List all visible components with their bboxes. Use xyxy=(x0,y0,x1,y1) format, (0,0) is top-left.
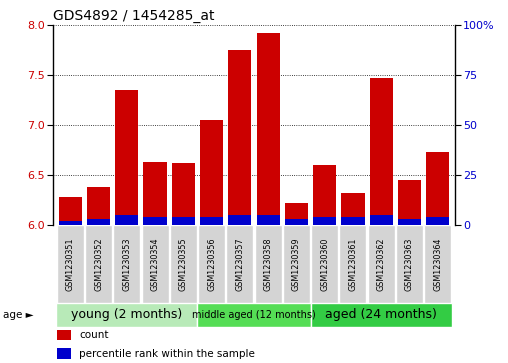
Text: GSM1230353: GSM1230353 xyxy=(122,237,132,291)
Bar xyxy=(285,219,308,225)
Bar xyxy=(85,225,112,303)
Bar xyxy=(200,217,223,225)
Bar xyxy=(113,225,140,303)
Bar xyxy=(115,215,138,225)
Bar xyxy=(341,217,365,225)
Bar xyxy=(368,225,395,303)
Text: GSM1230364: GSM1230364 xyxy=(433,237,442,291)
Text: GDS4892 / 1454285_at: GDS4892 / 1454285_at xyxy=(53,9,215,23)
Bar xyxy=(200,120,223,225)
Text: GSM1230351: GSM1230351 xyxy=(66,237,75,291)
Bar xyxy=(226,225,253,303)
Bar xyxy=(311,225,338,303)
Bar xyxy=(115,90,138,225)
Bar xyxy=(57,225,84,303)
Bar xyxy=(143,162,167,225)
Bar xyxy=(283,225,310,303)
Bar xyxy=(172,217,195,225)
Bar xyxy=(172,163,195,225)
Bar xyxy=(57,330,72,340)
Bar xyxy=(285,203,308,225)
Text: age ►: age ► xyxy=(3,310,33,320)
Bar xyxy=(426,217,449,225)
Bar xyxy=(198,303,310,327)
Bar xyxy=(257,33,280,225)
Text: middle aged (12 months): middle aged (12 months) xyxy=(192,310,316,320)
Text: GSM1230355: GSM1230355 xyxy=(179,237,188,291)
Text: GSM1230363: GSM1230363 xyxy=(405,237,414,291)
Bar xyxy=(424,225,451,303)
Text: GSM1230357: GSM1230357 xyxy=(235,237,244,291)
Bar xyxy=(339,225,366,303)
Text: GSM1230356: GSM1230356 xyxy=(207,237,216,291)
Bar xyxy=(87,187,110,225)
Text: aged (24 months): aged (24 months) xyxy=(325,309,437,321)
Bar xyxy=(426,152,449,225)
Bar xyxy=(370,78,393,225)
Bar xyxy=(59,221,82,225)
Bar xyxy=(341,193,365,225)
Text: GSM1230352: GSM1230352 xyxy=(94,237,103,291)
Text: GSM1230359: GSM1230359 xyxy=(292,237,301,291)
Bar xyxy=(87,219,110,225)
Text: GSM1230361: GSM1230361 xyxy=(348,237,358,291)
Bar xyxy=(59,197,82,225)
Bar xyxy=(398,180,421,225)
Text: GSM1230362: GSM1230362 xyxy=(376,237,386,291)
Bar xyxy=(228,50,251,225)
Bar xyxy=(255,225,282,303)
Bar xyxy=(257,215,280,225)
Bar xyxy=(370,215,393,225)
Bar xyxy=(143,217,167,225)
Bar xyxy=(398,219,421,225)
Bar xyxy=(57,348,72,359)
Text: GSM1230354: GSM1230354 xyxy=(150,237,160,291)
Text: percentile rank within the sample: percentile rank within the sample xyxy=(79,348,256,359)
Text: young (2 months): young (2 months) xyxy=(71,309,182,321)
Bar xyxy=(313,217,336,225)
Bar xyxy=(198,225,225,303)
Text: GSM1230360: GSM1230360 xyxy=(320,237,329,291)
Text: count: count xyxy=(79,330,109,340)
Text: GSM1230358: GSM1230358 xyxy=(264,237,273,291)
Bar xyxy=(396,225,423,303)
Bar xyxy=(56,303,198,327)
Bar xyxy=(228,215,251,225)
Bar xyxy=(142,225,169,303)
Bar xyxy=(170,225,197,303)
Bar xyxy=(310,303,452,327)
Bar xyxy=(313,165,336,225)
